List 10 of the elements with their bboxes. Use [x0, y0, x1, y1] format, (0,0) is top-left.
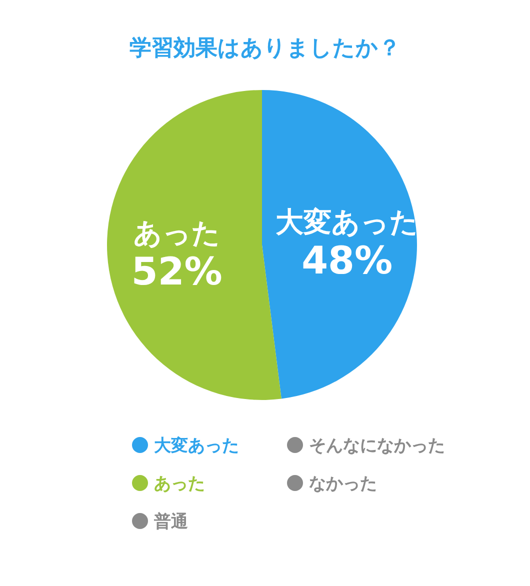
slice-label: あった: [133, 216, 220, 250]
data-label: 48%: [302, 238, 393, 283]
chart-title: 学習効果はありましたか？: [130, 36, 400, 61]
legend-label: 大変あった: [154, 436, 239, 456]
slice-label: 大変あった: [276, 206, 419, 239]
legend-label: あった: [154, 474, 205, 494]
legend-label: 普通: [153, 511, 188, 532]
legend-label: なかった: [309, 474, 377, 494]
data-label: 52%: [131, 249, 222, 294]
legend-label: そんなになかった: [309, 436, 445, 456]
